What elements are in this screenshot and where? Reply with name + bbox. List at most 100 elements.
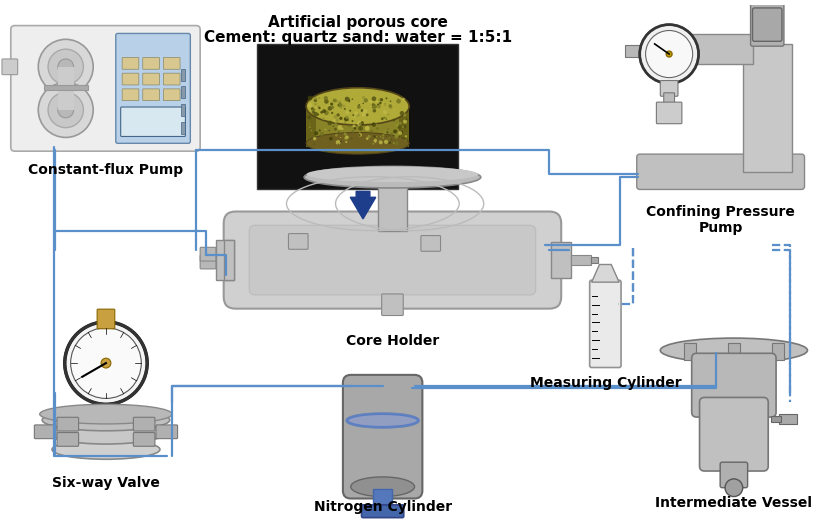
Circle shape (332, 98, 337, 103)
Circle shape (376, 127, 379, 130)
Circle shape (348, 125, 351, 127)
Circle shape (384, 140, 388, 144)
Circle shape (38, 83, 93, 138)
Circle shape (320, 111, 323, 114)
Circle shape (398, 125, 401, 129)
Circle shape (318, 97, 320, 99)
Circle shape (336, 140, 341, 145)
Circle shape (314, 103, 316, 104)
Circle shape (358, 104, 360, 106)
Ellipse shape (306, 132, 409, 154)
Circle shape (390, 101, 391, 102)
Circle shape (385, 105, 386, 106)
Circle shape (58, 102, 74, 118)
Circle shape (322, 117, 325, 120)
Circle shape (317, 113, 319, 115)
FancyBboxPatch shape (664, 93, 675, 106)
Circle shape (387, 137, 390, 141)
Bar (58, 67, 74, 110)
Circle shape (351, 98, 353, 100)
Circle shape (339, 117, 342, 120)
FancyBboxPatch shape (200, 255, 216, 269)
Ellipse shape (40, 404, 172, 424)
FancyBboxPatch shape (720, 462, 748, 488)
FancyBboxPatch shape (590, 280, 621, 368)
Circle shape (357, 105, 361, 109)
Circle shape (348, 101, 350, 103)
Circle shape (394, 134, 399, 139)
Circle shape (48, 93, 84, 127)
Circle shape (389, 105, 393, 109)
Circle shape (362, 109, 367, 114)
Circle shape (372, 104, 377, 109)
Bar (306, 106, 409, 147)
Circle shape (403, 113, 406, 116)
Circle shape (342, 128, 343, 130)
Circle shape (405, 118, 407, 121)
Circle shape (385, 117, 388, 120)
Circle shape (65, 322, 147, 404)
Circle shape (372, 107, 374, 108)
Circle shape (340, 137, 341, 138)
Ellipse shape (347, 414, 418, 427)
Circle shape (369, 100, 372, 103)
Circle shape (70, 328, 141, 398)
Circle shape (311, 130, 312, 131)
Circle shape (328, 105, 331, 107)
Text: Six-way Valve: Six-way Valve (52, 476, 160, 490)
Circle shape (323, 96, 328, 101)
Bar (180, 122, 185, 133)
Ellipse shape (304, 167, 480, 188)
Circle shape (352, 124, 356, 127)
Circle shape (343, 132, 347, 135)
Circle shape (373, 121, 375, 123)
Circle shape (48, 49, 84, 85)
Circle shape (383, 132, 385, 134)
Circle shape (349, 137, 351, 139)
Text: Measuring Cylinder: Measuring Cylinder (529, 376, 681, 390)
Circle shape (377, 105, 380, 108)
FancyArrow shape (351, 191, 375, 219)
Circle shape (345, 117, 349, 121)
FancyBboxPatch shape (249, 225, 536, 295)
Circle shape (387, 114, 390, 116)
Circle shape (335, 99, 338, 102)
Circle shape (395, 134, 397, 135)
Circle shape (335, 122, 337, 124)
Circle shape (313, 112, 318, 116)
Circle shape (346, 116, 349, 119)
Circle shape (377, 104, 380, 106)
Circle shape (386, 136, 387, 137)
Circle shape (381, 117, 384, 120)
Circle shape (362, 103, 364, 104)
Circle shape (370, 130, 373, 132)
Circle shape (314, 103, 317, 105)
Circle shape (330, 103, 333, 106)
Circle shape (324, 111, 329, 115)
Circle shape (383, 131, 386, 134)
Bar (306, 106, 316, 147)
Circle shape (380, 136, 381, 138)
Circle shape (640, 25, 699, 84)
Circle shape (373, 109, 376, 113)
Circle shape (308, 96, 313, 101)
Circle shape (337, 103, 342, 107)
FancyBboxPatch shape (122, 58, 139, 69)
Circle shape (337, 104, 339, 106)
Circle shape (375, 141, 376, 143)
FancyBboxPatch shape (164, 89, 180, 101)
Circle shape (349, 143, 350, 145)
Circle shape (327, 106, 332, 111)
FancyBboxPatch shape (143, 73, 160, 85)
FancyBboxPatch shape (657, 102, 682, 124)
Circle shape (315, 106, 318, 109)
Circle shape (313, 137, 317, 140)
Circle shape (403, 120, 407, 124)
Circle shape (333, 115, 337, 118)
FancyBboxPatch shape (660, 80, 678, 96)
Circle shape (374, 123, 376, 125)
Circle shape (399, 122, 401, 124)
Ellipse shape (306, 88, 409, 125)
Circle shape (346, 111, 349, 114)
Circle shape (358, 121, 362, 125)
